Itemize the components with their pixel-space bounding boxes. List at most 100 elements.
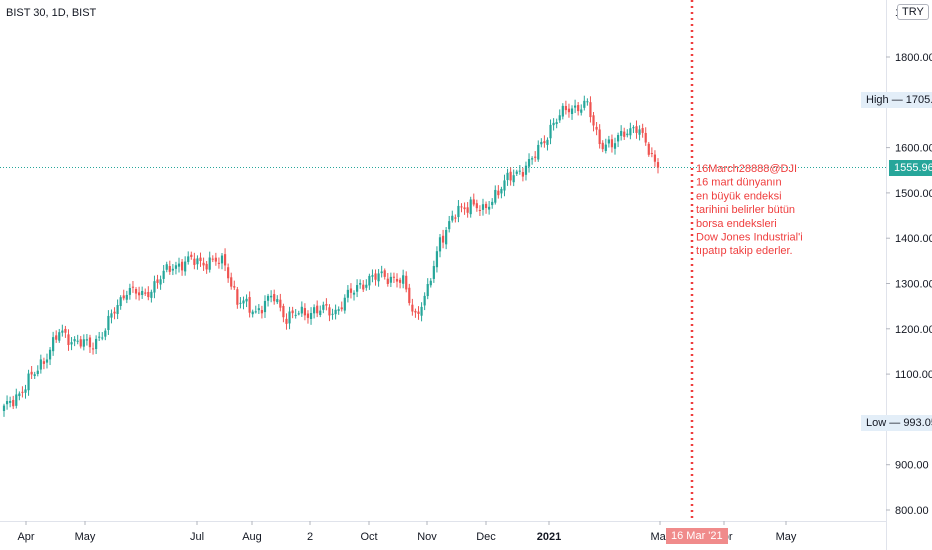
candle-body bbox=[128, 287, 131, 295]
candle-body bbox=[15, 394, 18, 406]
candle bbox=[55, 330, 58, 343]
candle bbox=[202, 257, 205, 271]
price-tick-label: 1100.00 bbox=[895, 369, 932, 381]
candle bbox=[537, 140, 540, 162]
candle-body bbox=[174, 265, 178, 269]
candle bbox=[484, 201, 488, 214]
candle-body bbox=[162, 270, 165, 279]
candle-body bbox=[248, 297, 251, 313]
candle bbox=[546, 137, 549, 151]
candle-body bbox=[583, 100, 586, 108]
candle-body bbox=[2, 405, 6, 412]
candle-body bbox=[592, 115, 595, 126]
candle bbox=[276, 295, 279, 305]
candle-body bbox=[147, 291, 150, 298]
candle bbox=[337, 306, 340, 315]
candle-body bbox=[67, 334, 70, 346]
candle bbox=[184, 256, 187, 276]
candle bbox=[346, 285, 349, 303]
candle-body bbox=[509, 171, 512, 181]
candle bbox=[334, 304, 337, 320]
candle bbox=[644, 127, 647, 146]
candle-body bbox=[76, 340, 79, 342]
candle-body bbox=[374, 273, 377, 280]
candle-body bbox=[171, 268, 174, 271]
candle-body bbox=[503, 180, 506, 191]
time-tick-label: Dec bbox=[476, 531, 496, 543]
candle bbox=[573, 99, 577, 114]
candle bbox=[313, 304, 316, 319]
candle-body bbox=[432, 266, 435, 279]
candle bbox=[626, 129, 629, 138]
candle-body bbox=[537, 144, 540, 160]
candle bbox=[405, 271, 408, 293]
candle-body bbox=[236, 289, 239, 305]
candle bbox=[343, 294, 346, 314]
candle bbox=[595, 122, 598, 136]
candle bbox=[359, 279, 362, 289]
candle bbox=[524, 161, 528, 181]
candle-body bbox=[644, 132, 647, 143]
candle bbox=[389, 272, 392, 288]
candle bbox=[266, 293, 270, 307]
candle-body bbox=[435, 251, 439, 268]
candle-body bbox=[196, 258, 199, 265]
candle-body bbox=[371, 275, 374, 277]
candle-body bbox=[656, 162, 660, 168]
candle-body bbox=[180, 261, 184, 271]
candle-body bbox=[242, 300, 245, 304]
candle bbox=[616, 132, 620, 148]
time-axis[interactable]: AprMayJulAug2OctNovDec2021MarAprMay bbox=[0, 521, 886, 543]
candle bbox=[159, 275, 162, 290]
candle-body bbox=[638, 129, 641, 135]
candle-body bbox=[454, 217, 457, 219]
low-label: Low bbox=[866, 416, 887, 429]
candle-body bbox=[352, 292, 356, 295]
candle bbox=[95, 335, 98, 355]
candle-body bbox=[217, 262, 221, 264]
candle-body bbox=[70, 342, 73, 345]
candle bbox=[205, 260, 208, 274]
candle-body bbox=[573, 105, 577, 108]
candle-body bbox=[208, 257, 211, 270]
candle-body bbox=[632, 127, 635, 129]
candle-body bbox=[620, 130, 623, 136]
high-price-badge: High — 1705.82 bbox=[861, 91, 932, 108]
annotation-line: en büyük endeksi bbox=[696, 190, 782, 202]
candle-body bbox=[141, 290, 144, 295]
candle bbox=[368, 273, 371, 290]
candle bbox=[534, 151, 537, 162]
candle-body bbox=[309, 313, 313, 320]
candle-body bbox=[577, 105, 580, 112]
currency-badge[interactable]: TRY bbox=[897, 4, 929, 20]
candle bbox=[365, 279, 368, 291]
candle-body bbox=[98, 336, 101, 338]
candle bbox=[177, 257, 181, 273]
price-axis[interactable]: 800.00900.001000.001100.001200.001300.00… bbox=[886, 0, 932, 550]
candle bbox=[463, 202, 466, 215]
candle-body bbox=[331, 313, 334, 315]
candle bbox=[371, 269, 374, 283]
candle-body bbox=[564, 106, 567, 111]
candle-body bbox=[39, 359, 42, 370]
candle bbox=[417, 306, 420, 320]
candle-body bbox=[291, 310, 294, 314]
candle-body bbox=[417, 311, 420, 314]
candle-body bbox=[534, 156, 537, 158]
candle bbox=[248, 291, 251, 318]
candle-body bbox=[64, 328, 67, 333]
candle bbox=[285, 313, 288, 330]
candle bbox=[73, 336, 76, 347]
candle-body bbox=[484, 203, 488, 209]
candle-body bbox=[300, 306, 303, 314]
candle bbox=[180, 258, 184, 276]
candle-body bbox=[282, 305, 285, 318]
time-tick-label: Jul bbox=[190, 531, 204, 543]
candle bbox=[620, 125, 623, 141]
candle bbox=[30, 366, 33, 380]
candle-body bbox=[230, 277, 233, 287]
candle-body bbox=[626, 133, 629, 136]
candle-body bbox=[365, 284, 368, 288]
